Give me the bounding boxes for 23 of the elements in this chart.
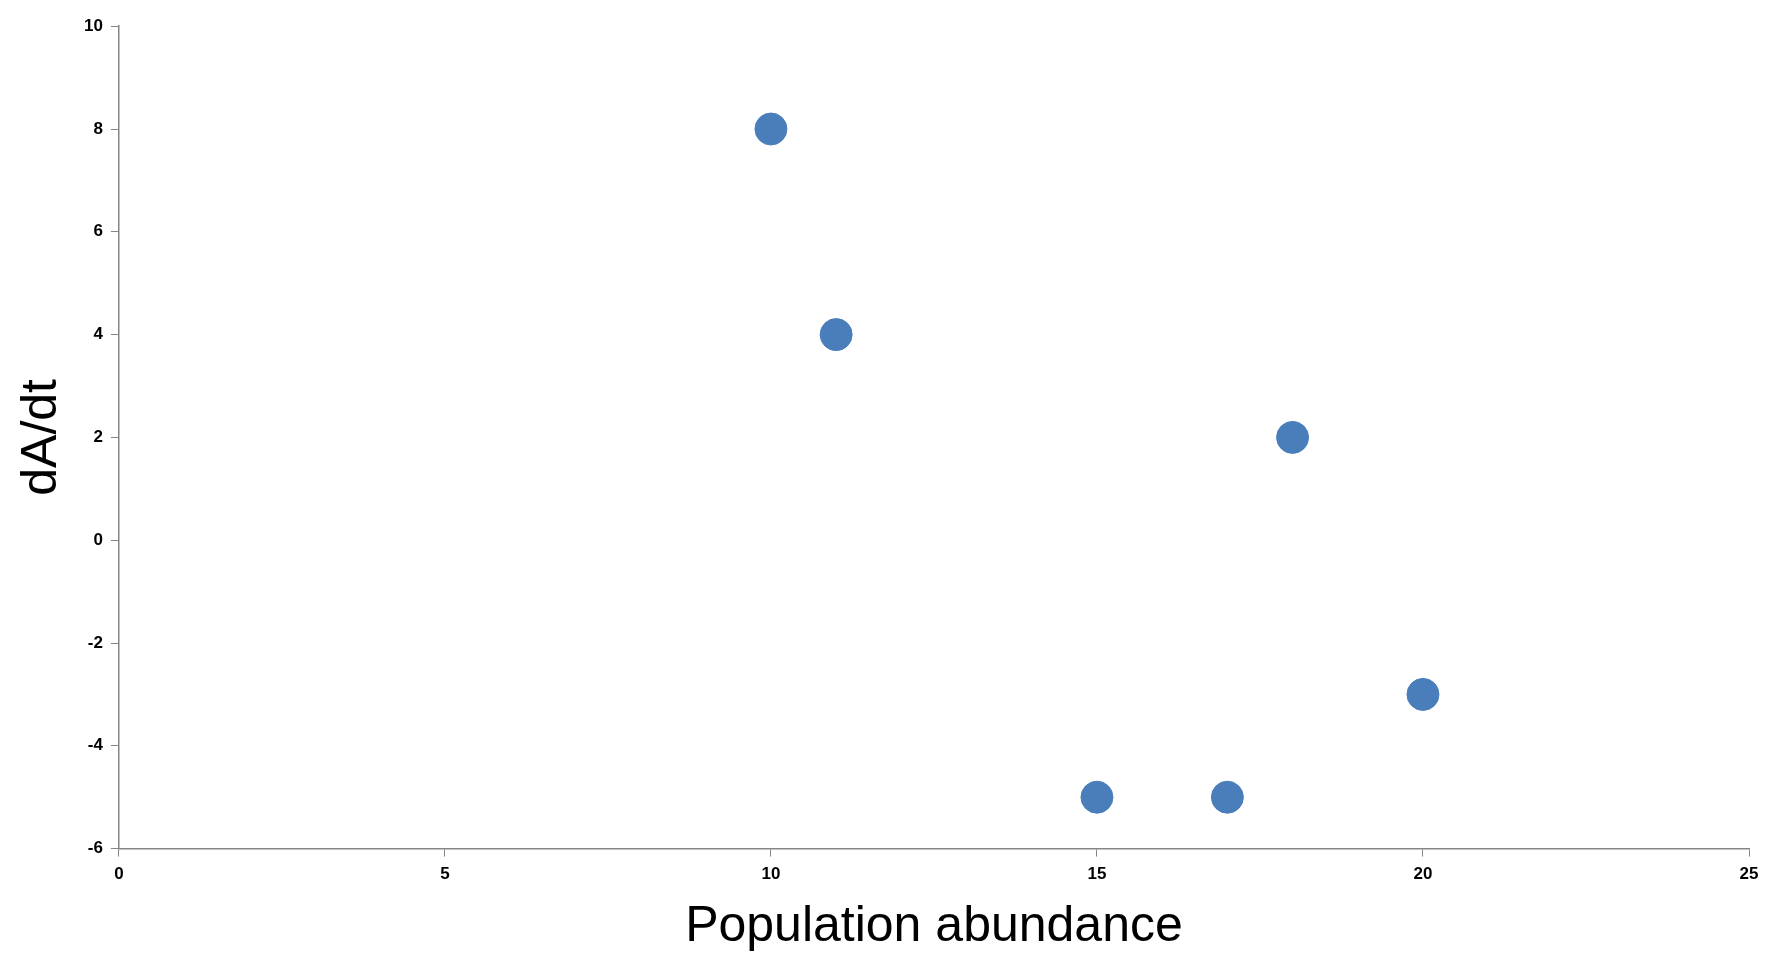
y-tick-label: 10 [83, 15, 103, 35]
point [1080, 780, 1114, 814]
x-tick-label: 15 [1087, 864, 1107, 884]
x-tick-label: 25 [1739, 864, 1759, 884]
y-tick-label: 2 [93, 427, 103, 447]
x-tick-label: 0 [114, 864, 124, 884]
point [1406, 677, 1440, 711]
point [1210, 780, 1244, 814]
y-axis-title: dA/dt [10, 378, 67, 496]
y-tick-label: -6 [87, 838, 103, 858]
x-tick-label: 5 [440, 864, 450, 884]
x-axis-title: Population abundance [685, 895, 1183, 952]
y-tick-label: -4 [87, 735, 104, 755]
y-tick-label: 0 [93, 529, 103, 549]
x-tick-label: 10 [761, 864, 781, 884]
x-tick-label: 20 [1413, 864, 1433, 884]
y-tick-label: 8 [93, 118, 103, 138]
point [1276, 420, 1310, 454]
y-tick-label: 4 [93, 324, 104, 344]
y-tick-label: 6 [93, 221, 103, 241]
point [819, 318, 853, 352]
point [754, 112, 788, 146]
y-tick-label: -2 [87, 632, 103, 652]
